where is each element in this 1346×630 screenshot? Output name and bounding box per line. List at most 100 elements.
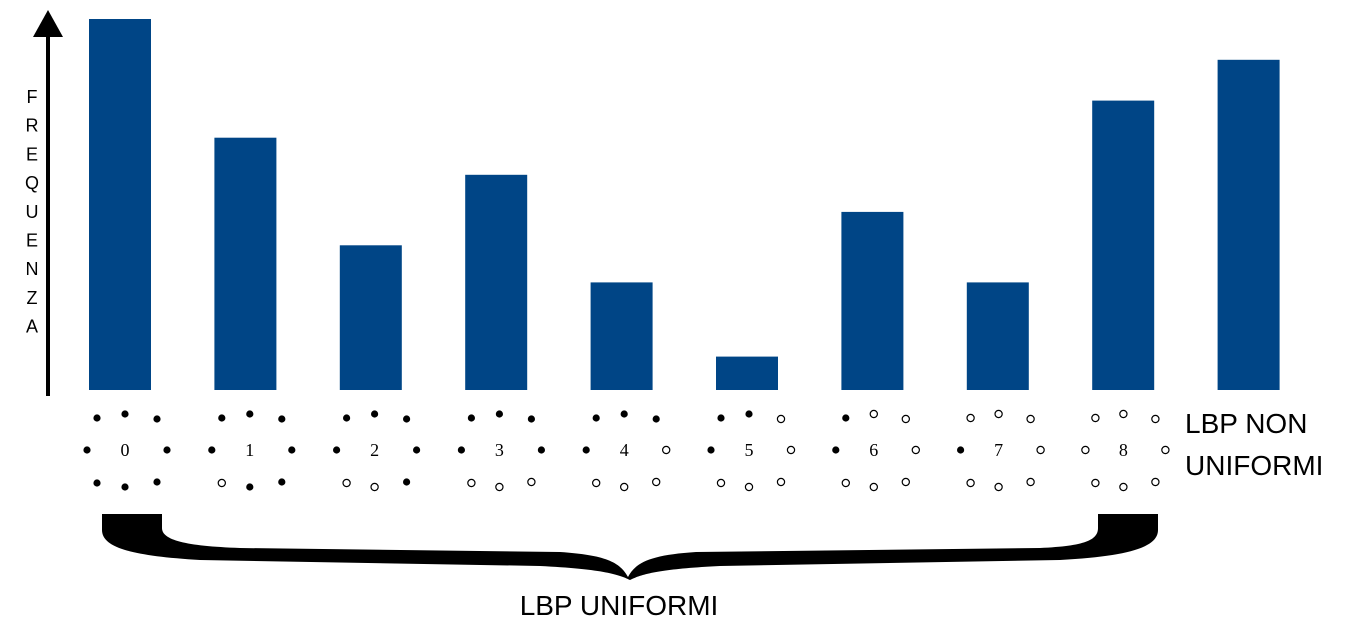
filled-dot <box>208 446 216 454</box>
bar-2 <box>339 245 402 390</box>
empty-dot <box>495 482 504 492</box>
filled-dot <box>333 446 341 454</box>
bar-8 <box>1092 100 1155 390</box>
filled-dot <box>582 446 590 454</box>
non-uniform-label-line1: LBP NON <box>1185 408 1307 439</box>
bar-6 <box>841 211 904 390</box>
empty-dot <box>662 445 671 455</box>
uniform-label: LBP UNIFORMI <box>520 590 719 621</box>
empty-dot <box>527 477 536 487</box>
filled-dot <box>957 446 965 454</box>
pattern-label-2: 2 <box>370 440 379 460</box>
filled-dot <box>403 478 411 486</box>
empty-dot <box>716 478 726 488</box>
empty-dot <box>869 409 879 419</box>
bar-5 <box>716 356 778 390</box>
filled-dot <box>717 414 725 422</box>
pattern-label-1: 1 <box>245 440 254 460</box>
filled-dot <box>592 414 600 422</box>
lbp-pattern-0: 0 <box>83 410 171 491</box>
filled-dot <box>246 483 254 491</box>
lbp-pattern-7: 7 <box>957 409 1045 492</box>
lbp-pattern-8: 8 <box>1081 409 1170 492</box>
y-axis-label-letter: A <box>26 317 38 337</box>
filled-dot <box>278 478 286 486</box>
bars-group <box>89 19 1280 391</box>
empty-dot <box>901 477 911 487</box>
pattern-label-4: 4 <box>620 440 629 460</box>
lbp-pattern-2: 2 <box>333 410 421 492</box>
lbp-pattern-1: 1 <box>208 410 296 491</box>
empty-dot <box>786 445 796 455</box>
empty-dot <box>1119 482 1128 492</box>
filled-dot <box>288 446 296 454</box>
filled-dot <box>620 410 628 418</box>
filled-dot <box>246 410 254 418</box>
filled-dot <box>537 446 546 454</box>
empty-dot <box>592 478 601 488</box>
filled-dot <box>495 410 503 418</box>
filled-dot <box>457 446 465 454</box>
y-axis-label-letter: E <box>26 231 38 251</box>
filled-dot <box>163 446 171 454</box>
filled-dot <box>121 483 129 491</box>
empty-dot <box>1081 445 1090 455</box>
filled-dot <box>93 479 101 487</box>
filled-dot <box>93 414 101 422</box>
pattern-label-5: 5 <box>745 440 754 460</box>
empty-dot <box>776 414 786 424</box>
empty-dot <box>1161 445 1170 455</box>
pattern-label-3: 3 <box>495 440 504 460</box>
empty-dot <box>966 413 975 423</box>
y-axis-label-letter: F <box>27 87 38 107</box>
y-axis-label-letter: E <box>26 144 38 164</box>
empty-dot <box>1026 414 1035 424</box>
filled-dot <box>527 415 536 423</box>
empty-dot <box>1026 477 1035 487</box>
pattern-label-7: 7 <box>994 440 1003 460</box>
bar-9 <box>1217 59 1280 391</box>
filled-dot <box>121 410 129 418</box>
empty-dot <box>841 478 851 488</box>
filled-dot <box>343 414 351 422</box>
pattern-label-8: 8 <box>1119 440 1128 460</box>
y-axis-label-letter: Z <box>27 288 38 308</box>
bar-1 <box>214 137 277 390</box>
filled-dot <box>153 478 161 486</box>
pattern-label-0: 0 <box>121 440 130 460</box>
empty-dot <box>911 445 921 455</box>
y-axis-label-letter: Q <box>25 173 39 193</box>
empty-dot <box>966 478 975 488</box>
filled-dot <box>707 446 715 454</box>
lbp-pattern-6: 6 <box>832 409 921 492</box>
lbp-patterns-group: 0 1 2 3 4 5 6 7 8 <box>83 409 1170 492</box>
y-axis-label-letter: R <box>26 116 39 136</box>
empty-dot <box>342 478 351 488</box>
filled-dot <box>278 415 286 423</box>
filled-dot <box>832 446 840 454</box>
empty-dot <box>652 477 661 487</box>
bar-0 <box>89 19 151 390</box>
filled-dot <box>403 415 411 423</box>
empty-dot <box>1119 409 1128 419</box>
empty-dot <box>1151 414 1160 424</box>
empty-dot <box>370 482 379 492</box>
filled-dot <box>413 446 421 454</box>
y-axis-label-letter: U <box>26 202 39 222</box>
empty-dot <box>1091 478 1100 488</box>
lbp-pattern-4: 4 <box>582 410 671 492</box>
lbp-pattern-3: 3 <box>457 410 546 492</box>
y-axis-arrowhead <box>33 10 63 37</box>
empty-dot <box>994 409 1003 419</box>
filled-dot <box>218 414 226 422</box>
bar-7 <box>966 282 1029 390</box>
filled-dot <box>745 410 753 418</box>
non-uniform-label-line2: UNIFORMI <box>1185 450 1323 481</box>
empty-dot <box>467 478 476 488</box>
filled-dot <box>842 414 850 422</box>
empty-dot <box>901 414 911 424</box>
uniform-brace <box>102 514 1158 580</box>
empty-dot <box>217 478 226 488</box>
